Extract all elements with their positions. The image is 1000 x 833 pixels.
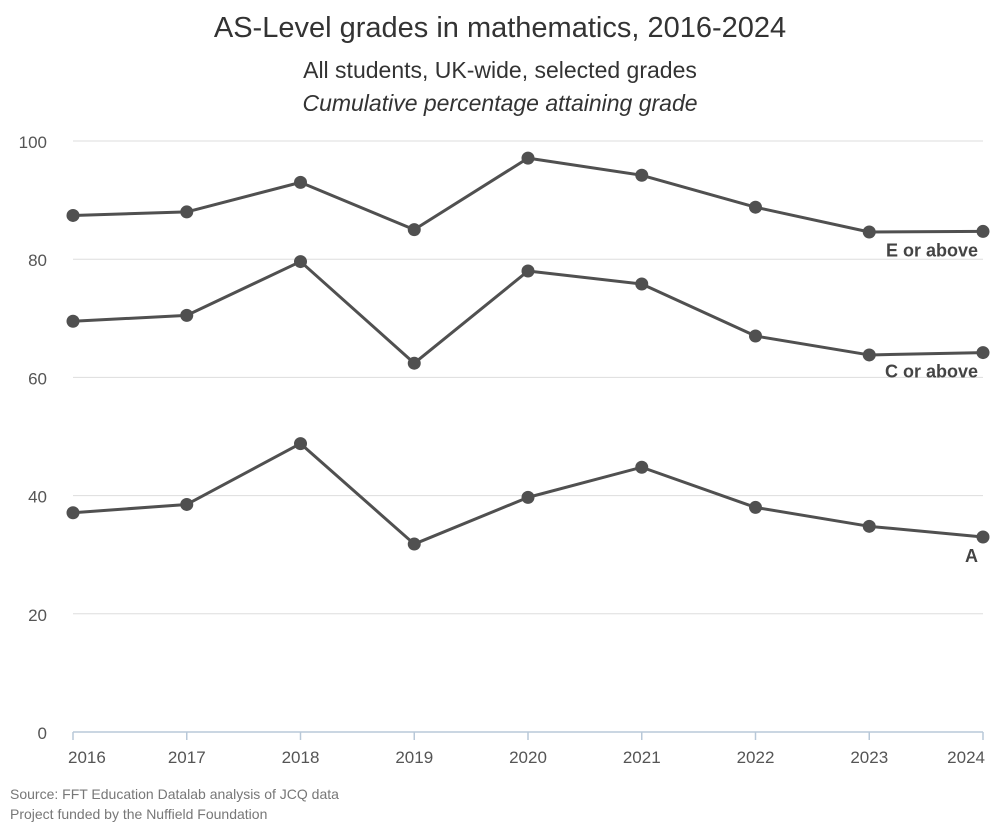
data-point-a-2020 [521, 490, 535, 504]
data-point-a-2017 [180, 497, 194, 511]
data-point-c-or-above-2021 [635, 277, 649, 291]
data-point-e-or-above-2016 [66, 208, 80, 222]
source-note: Source: FFT Education Datalab analysis o… [10, 786, 339, 802]
y-tick-label-100: 100 [19, 133, 47, 152]
y-tick-label-60: 60 [28, 369, 47, 388]
chart-title: AS-Level grades in mathematics, 2016-202… [213, 12, 787, 44]
data-point-c-or-above-2024 [976, 346, 990, 360]
x-tick-label-2020: 2020 [509, 748, 547, 767]
data-point-a-2016 [66, 506, 80, 520]
data-point-a-2023 [862, 519, 876, 533]
data-point-e-or-above-2017 [180, 205, 194, 219]
x-tick-label-2023: 2023 [850, 748, 888, 767]
x-tick-label-2018: 2018 [282, 748, 320, 767]
data-point-a-2019 [407, 537, 421, 551]
data-point-c-or-above-2020 [521, 264, 535, 278]
data-point-e-or-above-2023 [862, 225, 876, 239]
data-point-a-2018 [294, 437, 307, 451]
data-point-e-or-above-2019 [407, 223, 421, 237]
series-line-e-or-above [72, 156, 984, 234]
data-point-e-or-above-2020 [521, 151, 535, 165]
data-point-e-or-above-2018 [294, 175, 307, 189]
data-point-e-or-above-2021 [635, 168, 649, 182]
x-tick-label-2016: 2016 [68, 748, 106, 767]
data-point-a-2021 [635, 460, 649, 474]
data-point-c-or-above-2017 [180, 308, 194, 322]
funding-note: Project funded by the Nuffield Foundatio… [10, 806, 268, 822]
x-tick-label-2024: 2024 [947, 748, 985, 767]
data-point-c-or-above-2022 [749, 329, 762, 343]
x-tick-label-2021: 2021 [623, 748, 661, 767]
data-point-e-or-above-2022 [749, 200, 762, 214]
series-label-a: A [965, 546, 978, 566]
data-point-c-or-above-2023 [862, 348, 876, 362]
data-point-a-2024 [976, 530, 990, 544]
data-point-e-or-above-2024 [976, 224, 990, 238]
series-label-c-or-above: C or above [885, 362, 978, 382]
y-tick-label-40: 40 [28, 488, 47, 507]
data-point-c-or-above-2019 [407, 356, 421, 370]
y-tick-label-0: 0 [38, 724, 47, 743]
chart-note: Cumulative percentage attaining grade [302, 90, 698, 116]
data-point-c-or-above-2016 [66, 314, 80, 328]
x-tick-label-2017: 2017 [168, 748, 206, 767]
data-point-c-or-above-2018 [294, 255, 307, 269]
x-tick-label-2019: 2019 [395, 748, 433, 767]
y-tick-label-80: 80 [28, 251, 47, 270]
data-point-a-2022 [749, 500, 762, 514]
x-tick-label-2022: 2022 [737, 748, 775, 767]
chart-subtitle: All students, UK-wide, selected grades [303, 57, 697, 83]
series-label-e-or-above: E or above [886, 240, 978, 260]
y-tick-label-20: 20 [28, 606, 47, 625]
